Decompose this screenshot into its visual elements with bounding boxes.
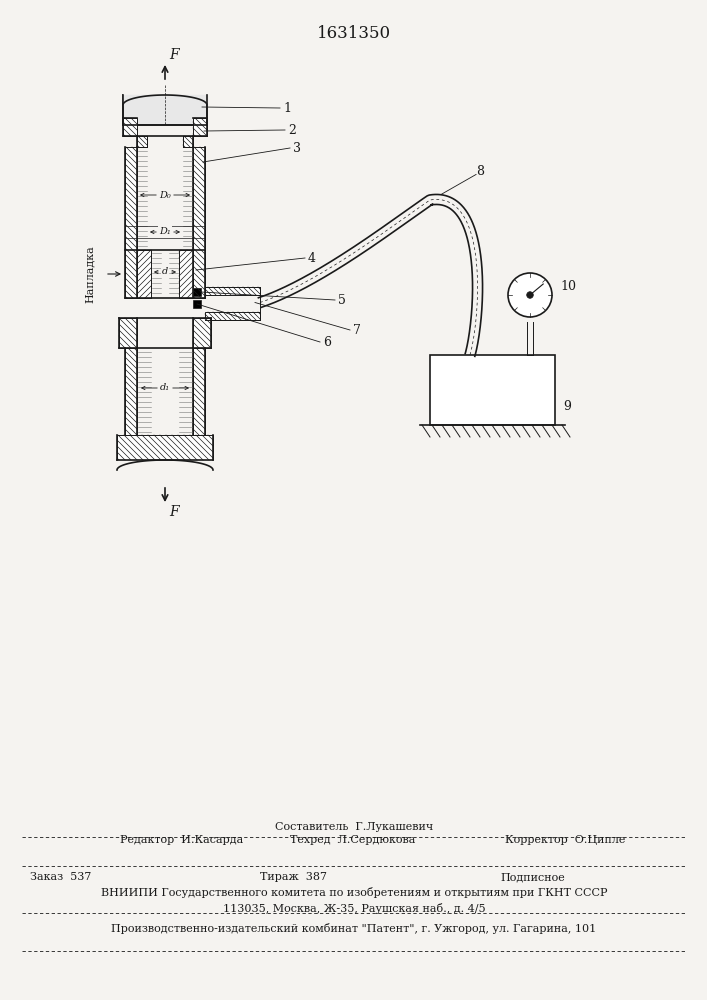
Text: 1631350: 1631350: [317, 25, 391, 42]
Text: Техред  Л.Сердюкова: Техред Л.Сердюкова: [290, 835, 416, 845]
Bar: [205, 287, 260, 295]
Bar: [125, 147, 137, 298]
Bar: [119, 318, 137, 348]
Text: 8: 8: [476, 165, 484, 178]
Text: 113035, Москва, Ж-35, Раушская наб., д. 4/5: 113035, Москва, Ж-35, Раушская наб., д. …: [223, 904, 485, 914]
Text: 3: 3: [293, 141, 301, 154]
Text: Производственно-издательский комбинат "Патент", г. Ужгород, ул. Гагарина, 101: Производственно-издательский комбинат "П…: [112, 922, 597, 934]
Bar: [193, 318, 211, 348]
Text: 4: 4: [308, 251, 316, 264]
Bar: [179, 250, 193, 298]
Circle shape: [508, 273, 552, 317]
Text: 7: 7: [353, 324, 361, 336]
Bar: [123, 95, 207, 125]
Text: d₁: d₁: [160, 383, 170, 392]
Text: D₁: D₁: [159, 228, 171, 236]
Bar: [125, 348, 137, 435]
Text: ВНИИПИ Государственного комитета по изобретениям и открытиям при ГКНТ СССР: ВНИИПИ Государственного комитета по изоб…: [101, 888, 607, 898]
Text: 5: 5: [338, 294, 346, 306]
Text: Подписное: Подписное: [500, 872, 565, 882]
Text: Тираж  387: Тираж 387: [260, 872, 327, 882]
Bar: [137, 136, 147, 147]
Bar: [117, 435, 213, 460]
Text: Составитель  Г.Лукашевич: Составитель Г.Лукашевич: [275, 822, 433, 832]
Text: 1: 1: [283, 102, 291, 114]
Bar: [137, 250, 151, 298]
Bar: [123, 118, 137, 136]
Text: Напладка: Напладка: [85, 245, 95, 303]
Text: Заказ  537: Заказ 537: [30, 872, 91, 882]
Text: d: d: [162, 267, 168, 276]
Text: Корректор  О.Ципле: Корректор О.Ципле: [505, 835, 626, 845]
Text: 2: 2: [288, 123, 296, 136]
Text: D₀: D₀: [159, 190, 171, 200]
Text: Редактор  И.Касарда: Редактор И.Касарда: [120, 835, 243, 845]
Bar: [193, 348, 205, 435]
Bar: [193, 147, 205, 298]
Text: F: F: [169, 505, 179, 519]
Text: 10: 10: [560, 280, 576, 293]
Text: 9: 9: [563, 400, 571, 413]
Bar: [430, 355, 555, 425]
Circle shape: [527, 292, 533, 298]
Bar: [183, 136, 193, 147]
Bar: [205, 312, 260, 320]
Text: F: F: [169, 48, 179, 62]
Bar: [193, 288, 201, 296]
Bar: [193, 300, 201, 308]
Text: 6: 6: [323, 336, 331, 349]
Bar: [193, 118, 207, 136]
